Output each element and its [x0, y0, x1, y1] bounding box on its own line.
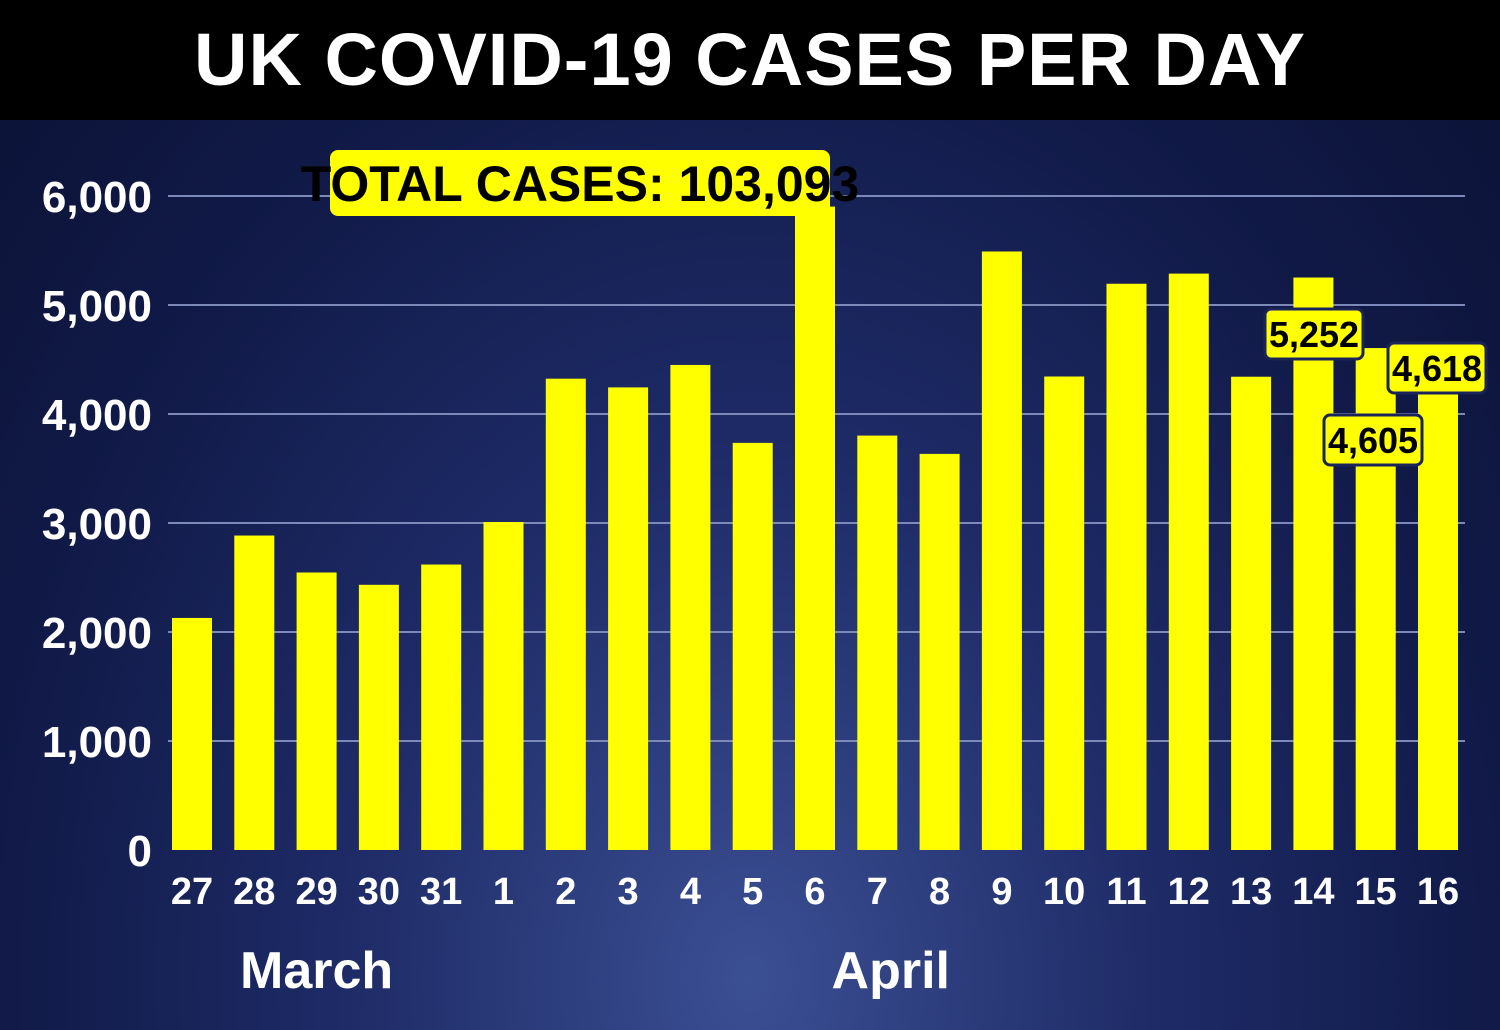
bar: [296, 572, 337, 850]
y-tick-label: 4,000: [42, 391, 152, 440]
x-tick-label: 3: [618, 871, 639, 913]
x-tick-label: 6: [804, 871, 825, 913]
bar: [670, 364, 711, 850]
x-tick-label: 10: [1043, 871, 1085, 913]
y-tick-label: 2,000: [42, 609, 152, 658]
bar: [483, 522, 524, 850]
bar: [608, 387, 649, 850]
bar: [545, 378, 586, 850]
x-tick-label: 7: [867, 871, 888, 913]
y-tick-label: 3,000: [42, 500, 152, 549]
bars: [172, 206, 1458, 851]
x-tick-label: 4: [680, 871, 701, 913]
bar: [732, 442, 773, 850]
y-tick-label: 6,000: [42, 173, 152, 222]
total-cases-label: TOTAL CASES: 103,093: [301, 156, 860, 212]
x-tick-label: 1: [493, 871, 514, 913]
data-label-box: [1322, 413, 1424, 467]
bar: [1168, 273, 1209, 850]
data-label-box: [1263, 307, 1365, 361]
total-cases-callout: TOTAL CASES: 103,093: [301, 150, 860, 216]
month-labels: March April: [240, 942, 950, 1000]
x-axis-ticks: 27 28 29 30 31 1 2 3 4 5 6 7 8 9 10 11 12 13 14 15 16: [171, 871, 1459, 913]
data-labels: 5,252 4,605 4,618: [1263, 307, 1488, 467]
y-axis-ticks: 0 1,000 2,000 3,000 4,000 5,000 6,000: [42, 173, 152, 876]
bar: [234, 535, 275, 850]
bar: [857, 435, 898, 850]
x-tick-label: 8: [929, 871, 950, 913]
bar: [1293, 277, 1334, 851]
x-tick-label: 15: [1355, 871, 1397, 913]
y-tick-label: 0: [128, 827, 152, 876]
bar: [172, 617, 212, 850]
month-label: March: [240, 942, 393, 1000]
x-tick-label: 9: [991, 871, 1012, 913]
x-tick-label: 12: [1168, 871, 1210, 913]
bar: [1044, 376, 1085, 850]
x-tick-label: 30: [358, 871, 400, 913]
x-tick-label: 27: [171, 871, 213, 913]
x-tick-label: 5: [742, 871, 763, 913]
x-tick-label: 11: [1106, 871, 1146, 913]
x-tick-label: 31: [420, 871, 462, 913]
x-tick-label: 2: [555, 871, 576, 913]
data-label: 4,605: [1328, 420, 1418, 461]
data-label: 4,618: [1392, 348, 1482, 389]
bar: [1106, 283, 1147, 850]
bar: [795, 206, 835, 850]
chart-title: UK COVID-19 CASES PER DAY: [0, 0, 1500, 120]
total-cases-box: [330, 150, 830, 216]
x-tick-label: 14: [1292, 871, 1334, 913]
bar: [1231, 376, 1272, 850]
bar: [358, 584, 399, 850]
data-label: 5,252: [1269, 314, 1359, 355]
y-tick-label: 5,000: [42, 282, 152, 331]
x-tick-label: 28: [233, 871, 275, 913]
bar: [1418, 346, 1458, 850]
x-tick-label: 16: [1417, 871, 1459, 913]
bar: [981, 251, 1022, 850]
bar: [919, 453, 960, 850]
data-label-box: [1386, 341, 1488, 395]
x-tick-label: 29: [295, 871, 337, 913]
y-tick-label: 1,000: [42, 718, 152, 767]
x-tick-label: 13: [1230, 871, 1272, 913]
bar: [421, 564, 462, 850]
month-label: April: [832, 942, 950, 1000]
